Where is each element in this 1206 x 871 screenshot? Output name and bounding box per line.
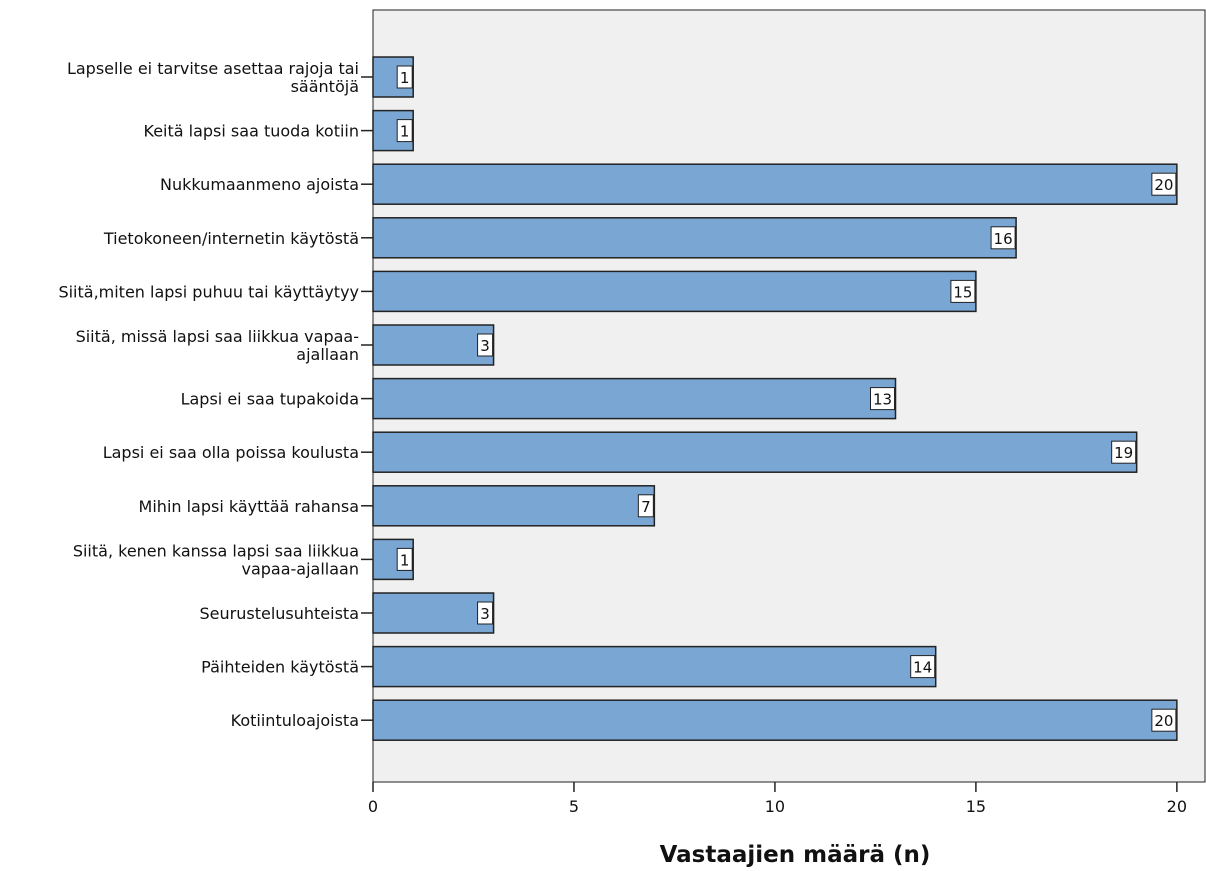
data-label: 7 <box>641 498 651 516</box>
bar <box>372 645 937 688</box>
data-label: 20 <box>1154 712 1173 730</box>
category-label: Siitä, missä lapsi saa liikkua vapaa- <box>76 327 359 346</box>
category-label: Päihteiden käytöstä <box>201 658 359 677</box>
category-label: Lapsi ei saa olla poissa koulusta <box>103 443 359 462</box>
bar <box>372 324 495 366</box>
category-label: sääntöjä <box>291 77 359 96</box>
x-tick-label: 15 <box>966 797 986 816</box>
data-label-box <box>396 119 413 143</box>
bar <box>372 163 1178 205</box>
bar <box>372 270 977 313</box>
data-label: 13 <box>873 391 892 409</box>
data-label-box <box>477 601 494 625</box>
category-label: vapaa-ajallaan <box>241 559 359 578</box>
data-label: 3 <box>480 605 490 623</box>
data-label-box <box>637 494 654 518</box>
data-label-box <box>1151 172 1177 196</box>
category-label: Tietokoneen/internetin käytöstä <box>103 229 359 248</box>
bar <box>372 485 656 527</box>
data-label-box <box>396 547 413 571</box>
data-label: 1 <box>400 123 410 141</box>
data-label: 16 <box>994 230 1013 248</box>
data-label-box <box>990 226 1016 250</box>
category-label: Mihin lapsi käyttää rahansa <box>139 497 359 516</box>
category-label: Nukkumaanmeno ajoista <box>160 175 359 194</box>
data-label: 1 <box>400 551 410 569</box>
data-label: 14 <box>913 659 932 677</box>
data-label-box <box>396 65 413 89</box>
category-labels: Lapselle ei tarvitse asettaa rajoja tais… <box>58 59 373 730</box>
bar <box>372 217 1017 259</box>
category-label: Seurustelusuhteista <box>200 604 360 623</box>
category-label: Lapsi ei saa tupakoida <box>181 390 359 409</box>
data-label-box <box>1151 708 1177 732</box>
x-axis-title: Vastaajien määrä (n) <box>660 842 931 868</box>
x-tick-label: 20 <box>1167 797 1187 816</box>
data-label-box <box>477 333 494 357</box>
x-tick-label: 10 <box>765 797 785 816</box>
category-label: Kotiintuloajoista <box>231 711 359 730</box>
x-tick-label: 0 <box>368 797 378 816</box>
data-label: 15 <box>953 283 972 301</box>
data-label-box <box>950 279 976 303</box>
bar <box>372 699 1178 741</box>
data-label: 20 <box>1154 176 1173 194</box>
category-label: Siitä, kenen kanssa lapsi saa liikkua <box>73 541 359 560</box>
x-tick-label: 5 <box>569 797 579 816</box>
bar <box>372 431 1138 473</box>
data-label-box <box>1111 440 1137 464</box>
category-label: Siitä,miten lapsi puhuu tai käyttäytyy <box>58 282 359 301</box>
data-label: 3 <box>480 337 490 355</box>
category-label: Lapselle ei tarvitse asettaa rajoja tai <box>67 59 359 78</box>
data-label-box <box>870 387 896 411</box>
bar <box>372 377 897 420</box>
category-label: Keitä lapsi saa tuoda kotiin <box>144 122 360 141</box>
data-label: 1 <box>400 69 410 87</box>
bar <box>372 592 495 634</box>
data-label: 19 <box>1114 444 1133 462</box>
category-label: ajallaan <box>296 345 359 364</box>
data-label-box <box>910 655 936 679</box>
x-axis: 0 5 10 15 20 <box>368 782 1187 816</box>
